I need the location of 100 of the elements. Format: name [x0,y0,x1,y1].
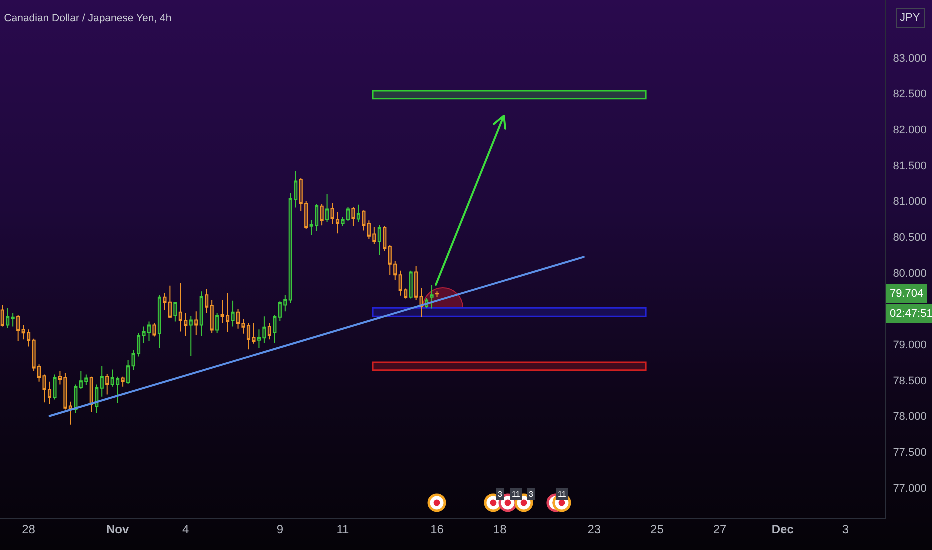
candlestick [95,384,99,414]
candlestick [22,324,26,340]
candlestick [304,200,308,230]
candlestick [409,270,413,300]
x-tick-label: 27 [713,522,728,536]
candlestick [74,384,78,414]
candlestick [205,288,209,314]
candlestick [152,322,156,338]
x-tick-label: 25 [650,522,664,536]
x-tick-label: 18 [493,522,508,536]
y-tick-label: 83.000 [893,52,927,65]
y-tick-label: 80.000 [893,268,927,280]
annotation: 3 [529,490,534,499]
x-tick-label: 28 [22,522,36,536]
x-tick-label: 16 [430,522,444,536]
candlestick [178,282,182,332]
candlestick [27,329,31,348]
y-tick-label: 81.500 [893,160,927,172]
candlestick [294,170,298,208]
candlestick [252,322,256,344]
candlestick [362,210,366,232]
candlestick [388,244,392,276]
candlestick [404,288,408,300]
y-tick-label: 79.000 [893,339,927,352]
candlestick [236,309,240,330]
candlestick [194,311,198,336]
candlestick [288,192,292,304]
x-tick-label: 9 [276,522,284,536]
x-tick-label: 3 [842,522,850,536]
candlestick [257,329,261,349]
candlestick [189,315,193,357]
candlestick [320,204,324,226]
candlestick [299,178,303,212]
candlestick [326,194,330,223]
annotation: 3 [498,490,503,499]
annotation: 11 [512,490,521,499]
candlestick [341,216,345,227]
candlestick [262,316,266,344]
candlestick [430,284,434,310]
y-axis-title: JPY [900,12,921,24]
text: 79.704 [890,288,924,300]
candlestick [273,314,277,344]
candlestick [6,308,10,329]
candlestick [163,292,167,311]
candlestick [84,374,88,386]
candlestick [210,300,214,334]
candlestick [310,219,314,236]
candlestick [53,374,57,400]
y-tick-label: 80.500 [893,232,927,244]
candlestick [231,300,235,328]
text: Canadian Dollar / Japanese Yen, 4h [4,12,172,24]
candlestick [136,332,141,358]
y-tick-label: 77.500 [893,446,927,459]
candlestick [110,369,114,388]
y-tick-label: 82.000 [893,124,927,137]
candlestick [278,301,282,322]
candlestick [0,304,4,328]
candlestick [64,372,68,410]
candlestick [414,266,418,301]
candlestick [100,366,104,398]
candlestick [383,226,387,252]
candlestick [315,204,319,232]
candlestick [330,202,334,225]
candlestick [132,350,136,371]
y-tick-label: 82.500 [893,88,927,101]
x-tick-label: Nov [106,522,130,536]
x-tick-label: Dec [772,522,794,536]
candlestick [346,206,350,222]
x-tick-label: 11 [336,522,350,536]
candlestick [168,285,172,319]
candlestick [58,370,62,386]
candlestick [435,291,440,298]
candlestick [158,294,162,349]
candlestick [16,314,20,342]
candlestick [11,312,15,328]
candlestick [32,338,36,372]
candlestick [200,291,204,337]
candlestick [126,360,130,385]
y-tick-label: 78.000 [893,411,927,424]
x-tick-label: 4 [182,522,190,536]
x-tick-label: 23 [588,522,602,536]
candlestick [220,300,224,324]
candlestick [216,312,220,334]
y-tick-label: 78.500 [893,375,927,388]
candlestick [284,294,288,312]
candlestick [398,270,402,296]
candlestick [378,224,382,256]
annotation: 11 [558,490,567,499]
candlestick [142,326,146,344]
y-tick-label: 81.000 [893,196,927,208]
y-tick-label: 77.000 [893,482,927,495]
candlestick [226,292,230,333]
text: 02:47:51 [890,308,932,320]
candlestick [184,312,188,337]
candlestick [147,321,152,342]
candlestick [48,381,52,405]
candlestick [90,376,94,412]
candlestick [356,204,360,223]
candlestick [367,220,371,240]
candlestick [336,212,340,234]
